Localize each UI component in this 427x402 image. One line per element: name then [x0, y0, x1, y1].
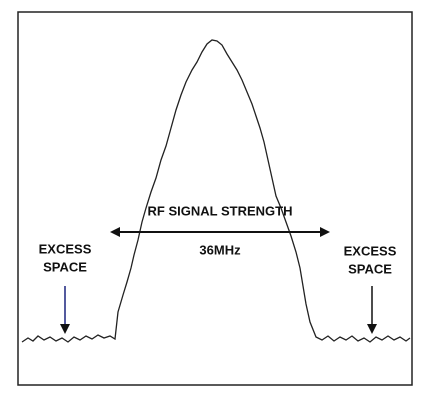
frame: [17, 11, 413, 386]
right-label-line: EXCESS: [344, 243, 397, 258]
bandwidth-label: 36MHz: [199, 242, 241, 257]
right-label-line: SPACE: [348, 261, 392, 276]
left-label-line: SPACE: [43, 259, 87, 274]
left-label-line: EXCESS: [39, 241, 92, 256]
signal-curve: [21, 39, 411, 343]
title: RF SIGNAL STRENGTH: [148, 203, 293, 218]
